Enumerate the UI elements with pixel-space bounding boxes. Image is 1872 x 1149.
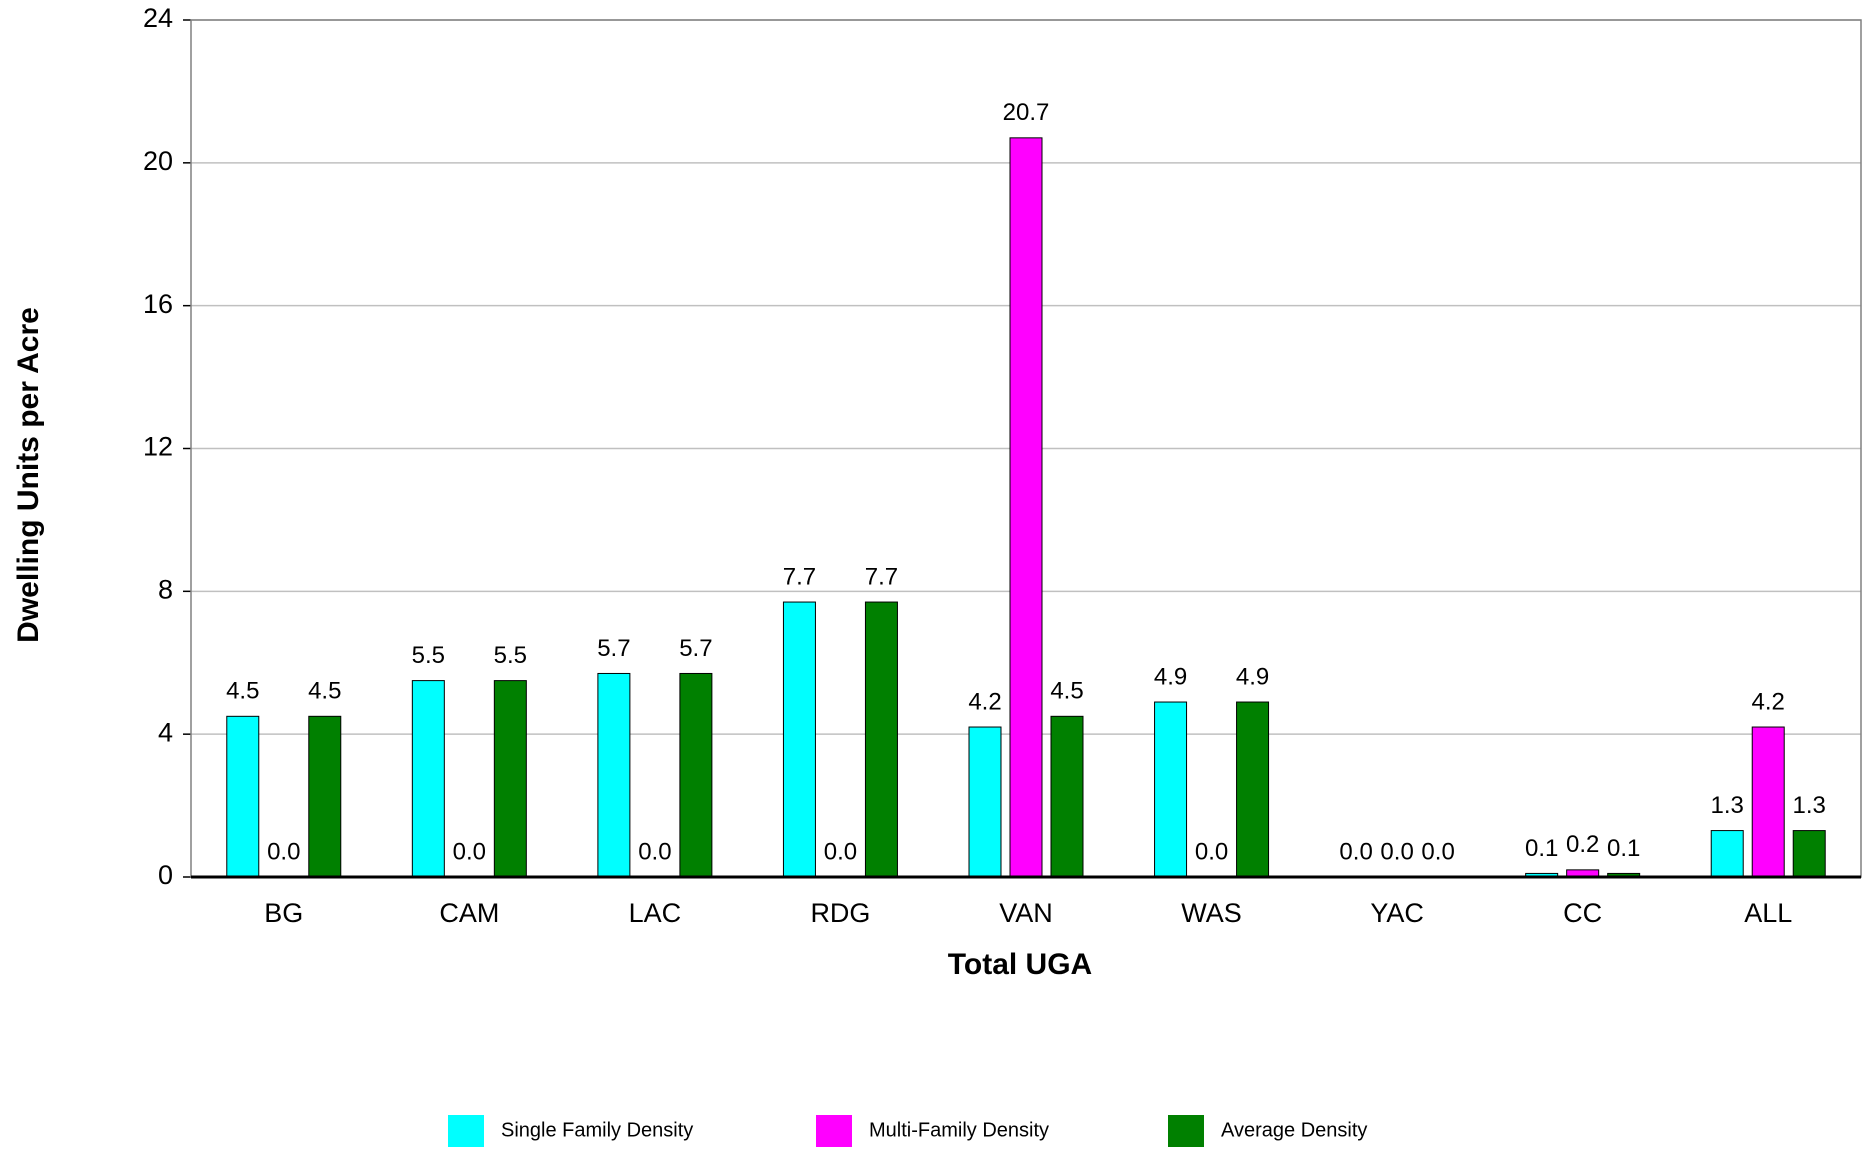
legend-swatch <box>448 1115 484 1147</box>
bar <box>864 601 898 878</box>
x-tick-label: VAN <box>999 898 1053 928</box>
value-label: 4.2 <box>1752 688 1785 715</box>
value-label: 7.7 <box>783 563 816 590</box>
value-label: 0.0 <box>1380 838 1413 865</box>
value-label: 0.0 <box>1195 838 1228 865</box>
bar <box>308 715 342 878</box>
value-label: 4.5 <box>1050 678 1083 705</box>
x-tick-label: BG <box>264 898 303 928</box>
bar <box>782 601 816 878</box>
x-tick-label: YAC <box>1370 898 1424 928</box>
y-tick-label: 24 <box>143 3 173 33</box>
bar <box>411 680 445 878</box>
y-axis-title: Dwelling Units per Acre <box>12 307 45 643</box>
x-tick-label: CC <box>1563 898 1602 928</box>
x-tick-label: ALL <box>1744 898 1792 928</box>
legend-label: Single Family Density <box>501 1119 693 1141</box>
y-tick-label: 20 <box>143 146 173 176</box>
value-label: 0.0 <box>1339 838 1372 865</box>
bar <box>1009 137 1043 878</box>
value-label: 4.5 <box>308 678 341 705</box>
x-tick-label: LAC <box>629 898 682 928</box>
value-label: 4.2 <box>968 688 1001 715</box>
value-label: 0.0 <box>267 838 300 865</box>
value-label: 5.5 <box>412 642 445 669</box>
value-label: 5.7 <box>679 635 712 662</box>
bar <box>493 680 527 878</box>
bar <box>1236 701 1270 878</box>
x-tick-label: WAS <box>1181 898 1242 928</box>
bar <box>597 672 631 878</box>
bar <box>679 672 713 878</box>
x-axis-title: Total UGA <box>948 948 1092 981</box>
y-tick-label: 16 <box>143 289 173 319</box>
legend-swatch <box>816 1115 852 1147</box>
bar <box>968 726 1002 878</box>
legend-label: Multi-Family Density <box>869 1119 1049 1141</box>
legend-label: Average Density <box>1221 1119 1367 1141</box>
value-label: 0.0 <box>453 838 486 865</box>
bar <box>1154 701 1188 878</box>
value-label: 4.9 <box>1236 663 1269 690</box>
value-label: 20.7 <box>1003 99 1050 126</box>
x-tick-label: CAM <box>439 898 499 928</box>
bar <box>1050 715 1084 878</box>
value-label: 5.5 <box>494 642 527 669</box>
bar <box>1710 830 1744 878</box>
value-label: 0.1 <box>1607 835 1640 862</box>
y-tick-label: 8 <box>158 574 173 604</box>
value-label: 0.1 <box>1525 835 1558 862</box>
x-tick-label: RDG <box>810 898 870 928</box>
bar <box>1751 726 1785 878</box>
value-label: 1.3 <box>1793 792 1826 819</box>
legend-swatch <box>1168 1115 1204 1147</box>
bar <box>226 715 260 878</box>
value-label: 1.3 <box>1711 792 1744 819</box>
value-label: 4.5 <box>226 678 259 705</box>
value-label: 0.0 <box>824 838 857 865</box>
value-label: 0.2 <box>1566 831 1599 858</box>
value-label: 0.0 <box>1421 838 1454 865</box>
y-tick-label: 4 <box>158 717 173 747</box>
y-tick-label: 12 <box>143 432 173 462</box>
value-label: 4.9 <box>1154 663 1187 690</box>
value-label: 7.7 <box>865 563 898 590</box>
value-label: 5.7 <box>597 635 630 662</box>
bar <box>1792 830 1826 878</box>
y-tick-label: 0 <box>158 860 173 890</box>
value-label: 0.0 <box>638 838 671 865</box>
